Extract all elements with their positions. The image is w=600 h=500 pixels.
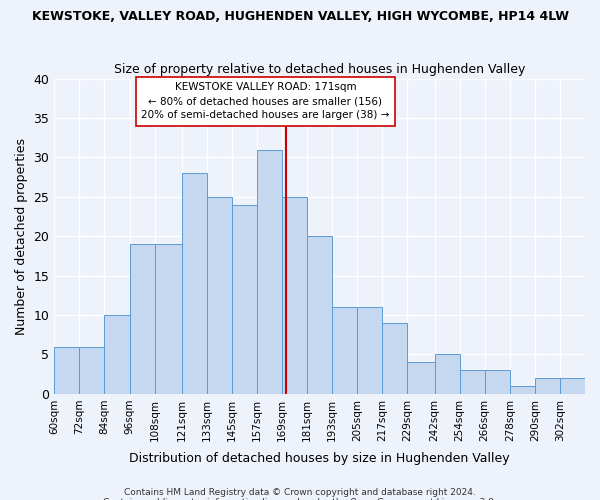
Bar [207, 197, 232, 394]
Bar [560, 378, 585, 394]
Bar [307, 236, 332, 394]
Bar [357, 307, 382, 394]
Bar [257, 150, 282, 394]
Bar [182, 173, 207, 394]
Bar [54, 346, 79, 394]
Bar [535, 378, 560, 394]
Text: KEWSTOKE VALLEY ROAD: 171sqm
← 80% of detached houses are smaller (156)
20% of s: KEWSTOKE VALLEY ROAD: 171sqm ← 80% of de… [141, 82, 389, 120]
Bar [282, 197, 307, 394]
Title: Size of property relative to detached houses in Hughenden Valley: Size of property relative to detached ho… [114, 63, 526, 76]
Text: Contains public sector information licensed under the Open Government Licence v3: Contains public sector information licen… [103, 498, 497, 500]
Bar [510, 386, 535, 394]
Text: Contains HM Land Registry data © Crown copyright and database right 2024.: Contains HM Land Registry data © Crown c… [124, 488, 476, 497]
Bar [332, 307, 357, 394]
Bar [434, 354, 460, 394]
Bar [382, 323, 407, 394]
X-axis label: Distribution of detached houses by size in Hughenden Valley: Distribution of detached houses by size … [130, 452, 510, 465]
Bar [485, 370, 510, 394]
Bar [130, 244, 155, 394]
Bar [232, 204, 257, 394]
Bar [104, 315, 130, 394]
Bar [460, 370, 485, 394]
Text: KEWSTOKE, VALLEY ROAD, HUGHENDEN VALLEY, HIGH WYCOMBE, HP14 4LW: KEWSTOKE, VALLEY ROAD, HUGHENDEN VALLEY,… [32, 10, 569, 23]
Bar [79, 346, 104, 394]
Y-axis label: Number of detached properties: Number of detached properties [15, 138, 28, 334]
Bar [155, 244, 182, 394]
Bar [407, 362, 434, 394]
